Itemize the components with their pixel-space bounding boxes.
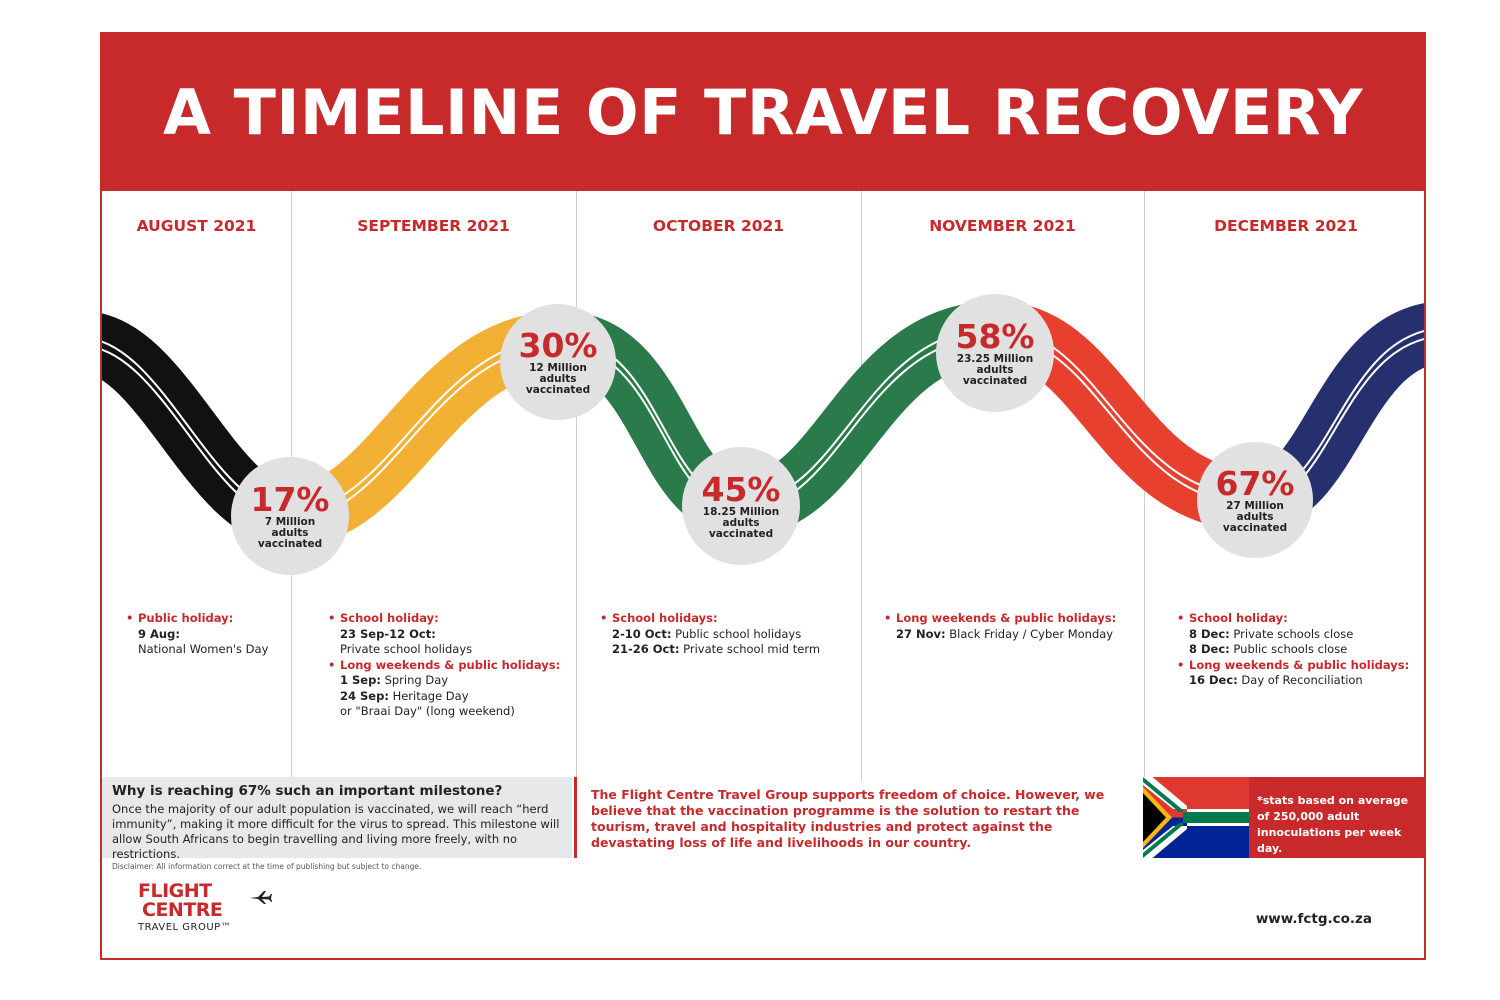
event-text: Private schools close [1229, 626, 1354, 641]
milestone-percent: 58% [955, 316, 1035, 356]
event-category: Public holiday: [126, 611, 288, 627]
event-text: Public schools close [1229, 642, 1348, 656]
milestone-percent: 45% [701, 469, 781, 509]
event-text: National Women's Day [138, 642, 269, 656]
company-statement: The Flight Centre Travel Group supports … [574, 777, 1134, 858]
event-date: 8 Dec: [1189, 626, 1230, 641]
page-title: A TIMELINE OF TRAVEL RECOVERY [163, 76, 1363, 149]
milestone-count: 12 Million [529, 361, 587, 374]
airplane-icon [250, 891, 272, 904]
website-url[interactable]: www.fctg.co.za [1255, 911, 1372, 927]
event-date: 24 Sep: [340, 688, 389, 703]
milestone-count: 27 Million [1226, 499, 1284, 512]
event-text: Public school holidays [671, 626, 802, 641]
event-text: Black Friday / Cyber Monday [945, 626, 1114, 641]
stats-box: *stats based on average of 250,000 adult… [1143, 777, 1424, 858]
event-date: 21-26 Oct: [612, 642, 680, 656]
events-september: School holiday: 23 Sep-12 Oct: Private s… [328, 611, 575, 720]
column-divider [576, 191, 577, 781]
event-date: 8 Dec: [1189, 642, 1230, 656]
logo-line: FLIGHT [138, 880, 212, 902]
event-category: Long weekends & public holidays: [328, 658, 575, 674]
events-november: Long weekends & public holidays: 27 Nov:… [884, 611, 1141, 642]
milestone-bubble-30: 30% 12 Million adults vaccinated [500, 304, 616, 420]
events-august: Public holiday: 9 Aug: National Women's … [126, 611, 288, 658]
milestone-label: vaccinated [708, 527, 774, 540]
milestone-label: vaccinated [525, 383, 591, 396]
month-heading-september: SEPTEMBER 2021 [357, 217, 510, 235]
flight-centre-logo: FLIGHT CENTRE TRAVEL GROUP™ [138, 880, 272, 933]
infographic-frame: A TIMELINE OF TRAVEL RECOVERY AUGUST 202… [100, 32, 1426, 960]
event-date: 27 Nov: [896, 626, 946, 641]
milestone-count: 7 Million [264, 515, 316, 528]
stats-footnote: *stats based on average of 250,000 adult… [1257, 794, 1409, 855]
explainer-answer: Once the majority of our adult populatio… [112, 802, 560, 861]
milestone-label: vaccinated [1222, 521, 1288, 534]
south-africa-flag-icon [1143, 777, 1249, 858]
milestone-label: adults [1236, 510, 1274, 523]
milestone-count: 18.25 Million [702, 505, 780, 518]
milestone-bubble-45: 45% 18.25 Million adults vaccinated [682, 447, 800, 565]
event-text: Heritage Day [388, 688, 469, 703]
milestone-label: vaccinated [962, 374, 1028, 387]
event-category: Long weekends & public holidays: [1177, 658, 1424, 674]
explainer-question: Why is reaching 67% such an important mi… [112, 783, 503, 799]
logo-line: TRAVEL GROUP™ [138, 922, 232, 933]
event-text: Day of Reconciliation [1237, 673, 1363, 687]
milestone-bubble-67: 67% 27 Million adults vaccinated [1197, 442, 1313, 558]
month-heading-october: OCTOBER 2021 [652, 217, 785, 235]
milestone-label: adults [271, 526, 309, 539]
event-text: Private school mid term [679, 642, 821, 656]
milestone-bubble-58: 58% 23.25 Million adults vaccinated [936, 294, 1054, 412]
event-date: 2-10 Oct: [612, 626, 672, 641]
event-category: School holiday: [328, 611, 575, 627]
event-date: 9 Aug: [138, 626, 180, 641]
event-date: 1 Sep: [340, 673, 381, 687]
milestone-percent: 30% [518, 325, 598, 365]
event-category: School holiday: [1177, 611, 1424, 627]
logo-line: CENTRE [142, 899, 223, 921]
event-text: or "Braai Day" (long weekend) [340, 704, 515, 718]
event-date: 16 Dec: [1189, 673, 1238, 687]
disclaimer-text: Disclaimer: All information correct at t… [112, 862, 422, 871]
milestone-count: 23.25 Million [956, 352, 1034, 365]
milestone-percent: 67% [1215, 463, 1295, 503]
milestone-bubble-17: 17% 7 Million adults vaccinated [231, 457, 349, 575]
milestone-label: adults [539, 372, 577, 385]
event-category: School holidays: [600, 611, 857, 627]
milestone-label: adults [722, 516, 760, 529]
month-heading-august: AUGUST 2021 [136, 217, 257, 235]
milestone-label: vaccinated [257, 537, 323, 550]
event-text: Private school holidays [340, 642, 473, 656]
title-banner: A TIMELINE OF TRAVEL RECOVERY [102, 34, 1424, 191]
events-october: School holidays: 2-10 Oct: Public school… [600, 611, 857, 658]
milestone-label: adults [976, 363, 1014, 376]
month-heading-november: NOVEMBER 2021 [929, 217, 1076, 235]
event-date: 23 Sep-12 Oct: [340, 626, 436, 641]
event-category: Long weekends & public holidays: [884, 611, 1141, 627]
event-text: Spring Day [380, 673, 449, 687]
column-divider [861, 191, 862, 781]
milestone-explainer: Why is reaching 67% such an important mi… [102, 777, 572, 861]
month-heading-december: DECEMBER 2021 [1214, 217, 1358, 235]
milestone-percent: 17% [250, 479, 330, 519]
events-december: School holiday: 8 Dec: Private schools c… [1177, 611, 1424, 689]
